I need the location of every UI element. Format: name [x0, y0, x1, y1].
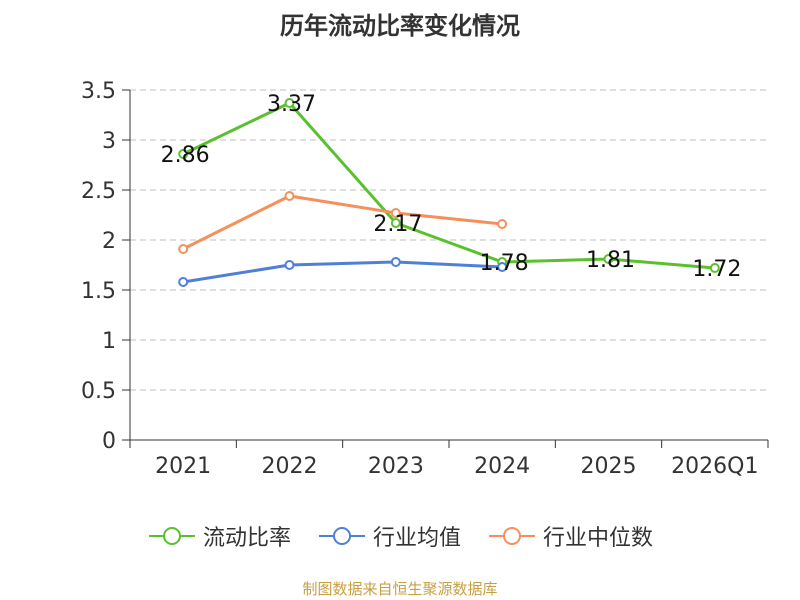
data-label: 2.17	[373, 212, 422, 237]
legend-item-industry-mean[interactable]: 行业均值	[317, 520, 461, 552]
y-tick-label: 1.5	[81, 279, 116, 304]
data-point	[709, 263, 720, 273]
series-line	[182, 194, 503, 251]
x-tick-label: 2024	[474, 454, 530, 479]
data-point	[284, 191, 295, 201]
data-point	[497, 219, 508, 229]
series-line	[182, 260, 503, 284]
data-label: 3.37	[267, 92, 316, 117]
y-tick-label: 1	[102, 329, 116, 354]
data-point	[390, 208, 401, 218]
legend-label: 行业中位数	[543, 526, 654, 551]
legend-marker-orange	[489, 527, 535, 545]
legend-item-industry-median[interactable]: 行业中位数	[487, 520, 653, 552]
data-label: 1.72	[692, 257, 741, 282]
x-tick-label: 2025	[581, 454, 637, 479]
legend: 流动比率 行业均值 行业中位数	[0, 520, 800, 552]
x-tick-label: 2023	[368, 454, 424, 479]
data-label: 2.86	[161, 143, 210, 168]
data-point	[178, 244, 189, 254]
x-tick-label: 2022	[262, 454, 318, 479]
data-point	[497, 262, 508, 272]
data-label: 1.78	[480, 251, 529, 276]
legend-marker-blue	[318, 527, 365, 545]
legend-label: 流动比率	[202, 526, 291, 551]
data-point	[284, 98, 295, 108]
y-tick-label: 2.5	[81, 179, 116, 204]
y-tick-label: 3.5	[81, 79, 116, 104]
x-tick-label: 2026Q1	[671, 454, 758, 479]
series-line	[182, 101, 715, 270]
y-tick-label: 2	[102, 229, 116, 254]
data-point	[603, 254, 614, 264]
legend-item-current-ratio[interactable]: 流动比率	[147, 520, 291, 552]
chart-title: 历年流动比率变化情况	[280, 12, 520, 40]
data-point	[390, 218, 401, 228]
data-point	[284, 260, 295, 270]
y-tick-label: 0.5	[81, 379, 116, 404]
x-tick-label: 2021	[155, 454, 211, 479]
source-note: 制图数据来自恒生聚源数据库	[302, 580, 498, 598]
data-label: 1.81	[586, 248, 635, 273]
legend-marker-green	[148, 527, 195, 545]
data-point	[390, 257, 401, 267]
y-tick-label: 3	[102, 129, 116, 154]
legend-label: 行业均值	[372, 526, 461, 551]
data-point	[178, 277, 189, 287]
data-point	[178, 149, 189, 159]
y-tick-label: 0	[102, 429, 116, 454]
